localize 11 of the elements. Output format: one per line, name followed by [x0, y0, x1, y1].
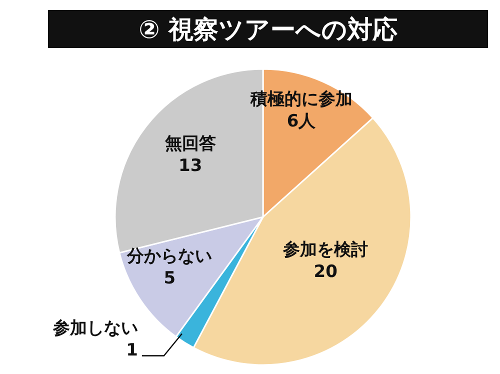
- data-label: 13: [178, 156, 202, 176]
- data-label: 5: [164, 268, 176, 289]
- slice-label: 参加を検討: [282, 240, 368, 260]
- slice-label: 積極的に参加: [249, 90, 352, 110]
- data-label: 20: [314, 262, 338, 282]
- chart-title: ② 視察ツアーへの対応: [48, 10, 488, 48]
- slice-label: 分からない: [126, 246, 212, 267]
- slice-label: 参加しない: [52, 318, 138, 339]
- slice-label: 無回答: [164, 134, 216, 154]
- data-label: 1: [126, 340, 138, 361]
- data-label: 6人: [286, 112, 317, 132]
